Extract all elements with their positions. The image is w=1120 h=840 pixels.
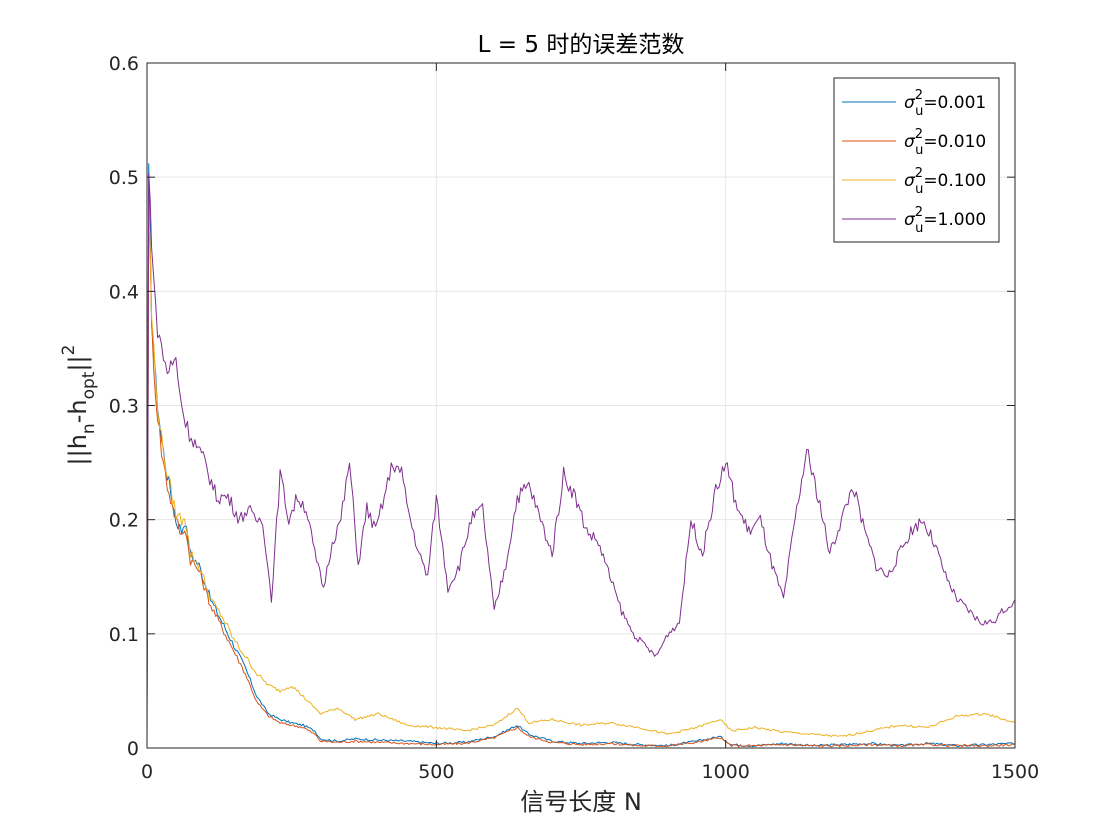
x-tick-label: 1000 (701, 761, 749, 783)
y-label-sup-2: 2 (59, 345, 79, 356)
series-lines (146, 163, 1016, 749)
legend: σ2 u=0.001 σ2 u=0.010 σ2 u=0.100 σ2 u=1.000 (833, 77, 1000, 243)
series-line-3 (146, 204, 1016, 738)
y-tick-label: 0.4 (109, 281, 139, 303)
y-tick-label: 0 (127, 738, 139, 760)
chart-title: L = 5 时的误差范数 (478, 32, 685, 58)
y-label-part-3: || (64, 355, 92, 371)
legend-entry-label: σ2 u=0.001 (904, 88, 986, 119)
y-label-sub-n: n (79, 423, 99, 434)
x-tick-label: 0 (141, 761, 153, 783)
tick-labels: 0 500 1000 1500 0 0.1 0.2 0.3 0.4 0.5 0.6 (109, 53, 1039, 783)
y-label-sub-opt: opt (79, 371, 99, 399)
y-tick-label: 0.1 (109, 624, 139, 646)
legend-entry-label: σ2 u=1.000 (904, 205, 986, 236)
legend-entry-label: σ2 u=0.100 (904, 166, 986, 197)
y-label-part-1: ||h (64, 434, 92, 465)
y-tick-label: 0.6 (109, 53, 139, 75)
y-tick-label: 0.2 (109, 510, 139, 532)
legend-box (833, 77, 1000, 243)
series-line-2 (146, 211, 1016, 748)
y-label-part-2: -h (64, 399, 92, 423)
x-tick-label: 1500 (991, 761, 1039, 783)
y-tick-label: 0.3 (109, 396, 139, 418)
svg-text:||hn-hopt||2: ||hn-hopt||2 (59, 345, 99, 466)
x-tick-label: 500 (418, 761, 454, 783)
y-axis-label: ||hn-hopt||2 (59, 345, 99, 466)
ticks (146, 62, 1016, 749)
series-line-4 (146, 173, 1016, 749)
legend-entry-label: σ2 u=0.010 (904, 127, 986, 158)
y-tick-label: 0.5 (109, 167, 139, 189)
x-axis-label: 信号长度 N (520, 788, 642, 816)
